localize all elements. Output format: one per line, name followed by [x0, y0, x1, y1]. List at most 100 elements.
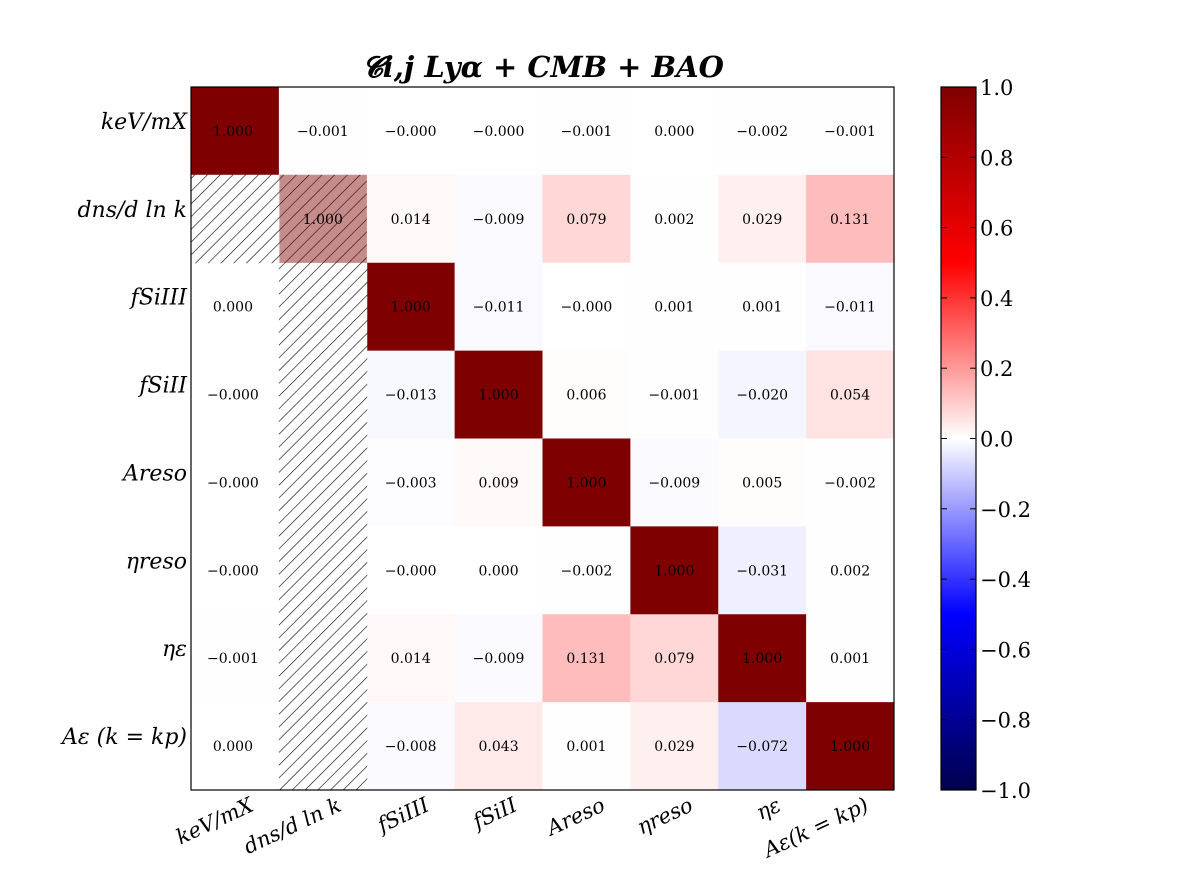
- colorbar-ticks: 1.0 0.8 0.6 0.4 0.2 0.0 −0.2 −0.4 −0.6 −0.8 −1.0: [941, 76, 1031, 803]
- heatmap-cell: [630, 702, 719, 791]
- colorbar-tick-label: 0.2: [980, 357, 1013, 381]
- heatmap-cell: [366, 174, 456, 264]
- colorbar-tick-label: 1.0: [980, 76, 1013, 100]
- hatched-region: [191, 174, 368, 791]
- cell-value-label: 0.001: [654, 300, 694, 316]
- cell-value-label: 0.001: [742, 300, 782, 316]
- chart-title: 𝓒i,j Lyα + CMB + BAO: [362, 50, 724, 84]
- heatmap-cell: [366, 526, 456, 615]
- row-label: dns/d ln k: [77, 198, 187, 223]
- cell-value-label: 0.043: [479, 739, 519, 755]
- heatmap-cell: [366, 614, 456, 703]
- heatmap-cell: [806, 174, 895, 264]
- cell-value-label: −0.031: [736, 563, 788, 579]
- plot-frame: [190, 86, 895, 791]
- heatmap-cell: [630, 87, 719, 176]
- heatmap-cell: [366, 262, 456, 352]
- heatmap-cell: [542, 614, 631, 703]
- heatmap-cell: [542, 526, 631, 615]
- cell-value-label: 1.000: [830, 739, 870, 755]
- heatmap-cell: [191, 702, 280, 791]
- cell-value-label: −0.000: [385, 124, 437, 140]
- heatmap-cell: [630, 262, 719, 352]
- colorbar-tick-label: −0.4: [980, 568, 1031, 592]
- heatmap-cell: [630, 350, 719, 439]
- cell-value-label: 0.005: [742, 475, 782, 491]
- heatmap-cell: [454, 702, 543, 791]
- hatched-cell: [191, 174, 279, 263]
- heatmap-cell: [542, 438, 631, 527]
- colorbar-tick-label: 0.4: [980, 287, 1013, 311]
- cell-value-label: −0.003: [385, 475, 437, 491]
- row-label: Areso: [121, 461, 187, 486]
- heatmap-cell: [630, 174, 719, 264]
- heatmap-cell: [630, 526, 719, 615]
- hatched-cell: [278, 350, 368, 439]
- cell-value-label: 1.000: [566, 475, 606, 491]
- cell-value-label: −0.002: [561, 563, 613, 579]
- column-label: ηε: [753, 793, 785, 825]
- cell-value-label: 0.000: [479, 563, 519, 579]
- cell-value-label: 1.000: [213, 124, 253, 140]
- cell-value-label: 0.000: [654, 124, 694, 140]
- row-label: ηε: [162, 637, 187, 662]
- cell-value-label: −0.011: [824, 300, 876, 316]
- heatmap-cell: [542, 350, 631, 439]
- heatmap-cell: [366, 702, 456, 791]
- colorbar: 1.0 0.8 0.6 0.4 0.2 0.0 −0.2 −0.4 −0.6 −0.8 −1.0: [940, 76, 1031, 803]
- heatmap-cell: [718, 614, 807, 703]
- cell-value-label: 1.000: [303, 212, 343, 228]
- cell-value-label: 0.006: [566, 388, 606, 404]
- hatched-cell: [278, 262, 368, 352]
- cell-value-label: 0.000: [213, 739, 253, 755]
- cell-value-label: 1.000: [479, 388, 519, 404]
- heatmap-cell: [630, 438, 719, 527]
- row-label: keV/mX: [101, 110, 189, 135]
- cell-value-label: −0.000: [561, 300, 613, 316]
- heatmap-cell: [718, 262, 807, 352]
- cell-value-label: −0.001: [207, 651, 259, 667]
- cell-value-label: 1.000: [742, 651, 782, 667]
- cell-value-label: 0.029: [742, 212, 782, 228]
- heatmap-cell: [542, 87, 631, 176]
- column-label: fSiII: [468, 792, 522, 834]
- cell-value-label: −0.000: [473, 124, 525, 140]
- heatmap-cell: [454, 350, 543, 439]
- colorbar-tick-label: −0.2: [980, 498, 1031, 522]
- colorbar-tick-label: 0.8: [980, 146, 1013, 170]
- heatmap-cell: [806, 702, 895, 791]
- column-label: fSiIII: [372, 792, 433, 838]
- cell-value-label: −0.001: [561, 124, 613, 140]
- cell-value-label: −0.001: [648, 388, 700, 404]
- cell-value-label: 0.079: [654, 651, 694, 667]
- heatmap-cell: [191, 438, 280, 527]
- heatmap-cell: [191, 87, 280, 176]
- heatmap-cell: [191, 262, 280, 352]
- cell-value-label: 0.131: [566, 651, 606, 667]
- cell-value-label: −0.009: [473, 212, 525, 228]
- colorbar-tick-label: 0.6: [980, 217, 1013, 241]
- row-label: Aε (k = kp): [60, 725, 187, 750]
- heatmap-cell: [454, 174, 543, 264]
- cell-value-label: 1.000: [654, 563, 694, 579]
- cell-value-label: 0.001: [830, 651, 870, 667]
- cell-value-label: 0.000: [213, 300, 253, 316]
- heatmap-cell: [366, 438, 456, 527]
- heatmap-cell: [718, 438, 807, 527]
- cell-value-label: −0.000: [207, 563, 259, 579]
- heatmap-cell: [806, 87, 895, 176]
- heatmap-cells: [191, 87, 895, 791]
- colorbar-tick-label: −1.0: [980, 779, 1031, 803]
- cell-value-label: 0.001: [566, 739, 606, 755]
- cell-value-label: 0.002: [654, 212, 694, 228]
- heatmap-cell: [191, 526, 280, 615]
- cell-value-label: −0.001: [824, 124, 876, 140]
- heatmap-cell: [542, 702, 631, 791]
- heatmap-cell: [454, 262, 543, 352]
- cell-value-label: 0.054: [830, 388, 870, 404]
- colorbar-tick-label: −0.8: [980, 709, 1031, 733]
- hatched-cell: [278, 174, 367, 263]
- heatmap-cell: [630, 614, 719, 703]
- heatmap-cell: [718, 87, 807, 176]
- heatmap-cell: [366, 87, 456, 176]
